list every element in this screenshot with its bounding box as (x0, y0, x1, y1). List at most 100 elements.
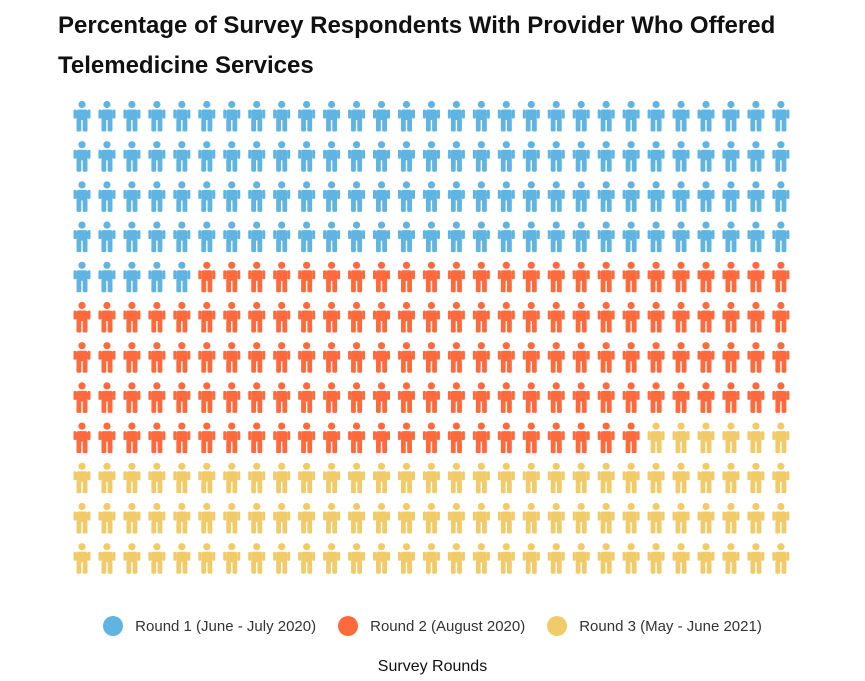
person-icon (447, 141, 465, 172)
person-icon (647, 382, 665, 413)
person-icon (223, 502, 241, 534)
legend-item-round-2[interactable]: Round 2 (August 2020) (338, 616, 525, 636)
person-icon (323, 100, 341, 132)
person-icon (747, 221, 765, 253)
person-icon (397, 422, 415, 454)
person-icon (273, 261, 291, 293)
person-icon (98, 502, 116, 534)
person-icon (547, 422, 565, 454)
person-icon (173, 462, 191, 494)
person-icon (248, 382, 266, 413)
legend-swatch-round-3 (547, 616, 568, 636)
person-icon (522, 301, 540, 333)
person-icon (647, 543, 665, 574)
person-icon (447, 221, 465, 253)
person-icon (298, 141, 316, 172)
person-icon (198, 181, 216, 212)
person-icon (497, 100, 515, 132)
person-icon (747, 342, 765, 373)
person-icon (298, 100, 316, 132)
person-icon (397, 342, 415, 373)
person-icon (273, 221, 291, 253)
person-icon (622, 502, 640, 534)
person-icon (572, 543, 590, 574)
person-icon (73, 543, 91, 574)
person-icon (223, 100, 241, 132)
person-icon (772, 301, 790, 333)
person-icon (672, 382, 690, 413)
person-icon (572, 422, 590, 454)
person-icon (123, 422, 141, 454)
person-icon (547, 462, 565, 494)
person-icon (647, 422, 665, 454)
person-icon (223, 261, 241, 293)
person-icon (422, 100, 440, 132)
person-icon (298, 221, 316, 253)
person-icon (198, 342, 216, 373)
person-icon (622, 100, 640, 132)
person-icon (672, 502, 690, 534)
legend-item-round-3[interactable]: Round 3 (May - June 2021) (547, 616, 762, 636)
person-icon (73, 100, 91, 132)
person-icon (522, 462, 540, 494)
person-icon (198, 502, 216, 534)
person-icon (697, 382, 715, 413)
person-icon (397, 301, 415, 333)
person-icon (772, 181, 790, 212)
person-icon (397, 181, 415, 212)
person-icon (597, 342, 615, 373)
person-icon (148, 502, 166, 534)
person-icon (697, 141, 715, 172)
person-icon (697, 301, 715, 333)
person-icon (472, 462, 490, 494)
person-icon (298, 342, 316, 373)
person-icon (422, 342, 440, 373)
person-icon (98, 261, 116, 293)
person-icon (572, 382, 590, 413)
person-icon (223, 342, 241, 373)
person-icon (622, 221, 640, 253)
person-icon (497, 261, 515, 293)
person-icon (522, 261, 540, 293)
person-icon (422, 543, 440, 574)
person-icon (472, 301, 490, 333)
person-icon (522, 342, 540, 373)
person-icon (173, 221, 191, 253)
person-icon (173, 301, 191, 333)
person-icon (772, 543, 790, 574)
person-icon (472, 221, 490, 253)
person-icon (547, 261, 565, 293)
person-icon (123, 141, 141, 172)
person-icon (73, 301, 91, 333)
legend-item-round-1[interactable]: Round 1 (June - July 2020) (103, 616, 316, 636)
person-icon (497, 422, 515, 454)
legend-label-round-2: Round 2 (August 2020) (370, 617, 526, 635)
person-icon (123, 543, 141, 574)
person-icon (373, 462, 391, 494)
person-icon (597, 221, 615, 253)
person-icon (597, 261, 615, 293)
person-icon (148, 261, 166, 293)
person-icon (298, 543, 316, 574)
person-icon (273, 100, 291, 132)
person-icon (422, 502, 440, 534)
person-icon (497, 141, 515, 172)
person-icon (348, 342, 366, 373)
person-icon (547, 342, 565, 373)
person-icon (323, 342, 341, 373)
person-icon (722, 181, 740, 212)
person-icon (298, 301, 316, 333)
person-icon (98, 141, 116, 172)
person-icon (148, 221, 166, 253)
person-icon (373, 221, 391, 253)
person-icon (273, 462, 291, 494)
person-icon (73, 382, 91, 413)
person-icon (547, 181, 565, 212)
person-icon (298, 462, 316, 494)
person-icon (98, 100, 116, 132)
person-icon (397, 462, 415, 494)
person-icon (198, 382, 216, 413)
person-icon (173, 100, 191, 132)
person-icon (522, 382, 540, 413)
person-icon (323, 543, 341, 574)
